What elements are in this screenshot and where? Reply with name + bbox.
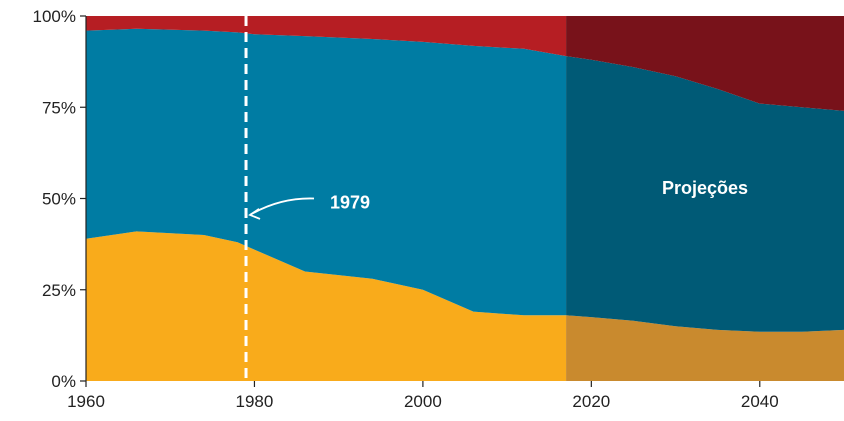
area-series-3 [86, 16, 567, 57]
area-series-2-projection [566, 56, 844, 332]
axes: 0% 25% 50% 75% 100% 1960 1980 2000 2020 2040 [33, 7, 779, 411]
projection-label: Projeções [662, 178, 748, 198]
historical-areas [86, 16, 567, 381]
y-tick-label: 50% [42, 190, 76, 209]
y-tick-label: 100% [33, 7, 76, 26]
area-series-1-projection [566, 315, 844, 381]
x-tick-label: 1980 [236, 392, 274, 411]
x-tick-label: 1960 [67, 392, 105, 411]
arrowhead-icon [248, 208, 261, 220]
projection-areas [566, 16, 844, 381]
area-series-2 [86, 28, 567, 316]
x-tick-label: 2020 [572, 392, 610, 411]
year-marker-label: 1979 [330, 192, 370, 212]
area-series-3-projection [566, 16, 844, 111]
y-tick-label: 25% [42, 281, 76, 300]
x-tick-label: 2000 [404, 392, 442, 411]
x-tick-label: 2040 [741, 392, 779, 411]
y-tick-label: 0% [51, 372, 76, 391]
y-tick-label: 75% [42, 98, 76, 117]
area-series-1 [86, 231, 567, 381]
annotations: 1979 Projeções [244, 16, 748, 381]
